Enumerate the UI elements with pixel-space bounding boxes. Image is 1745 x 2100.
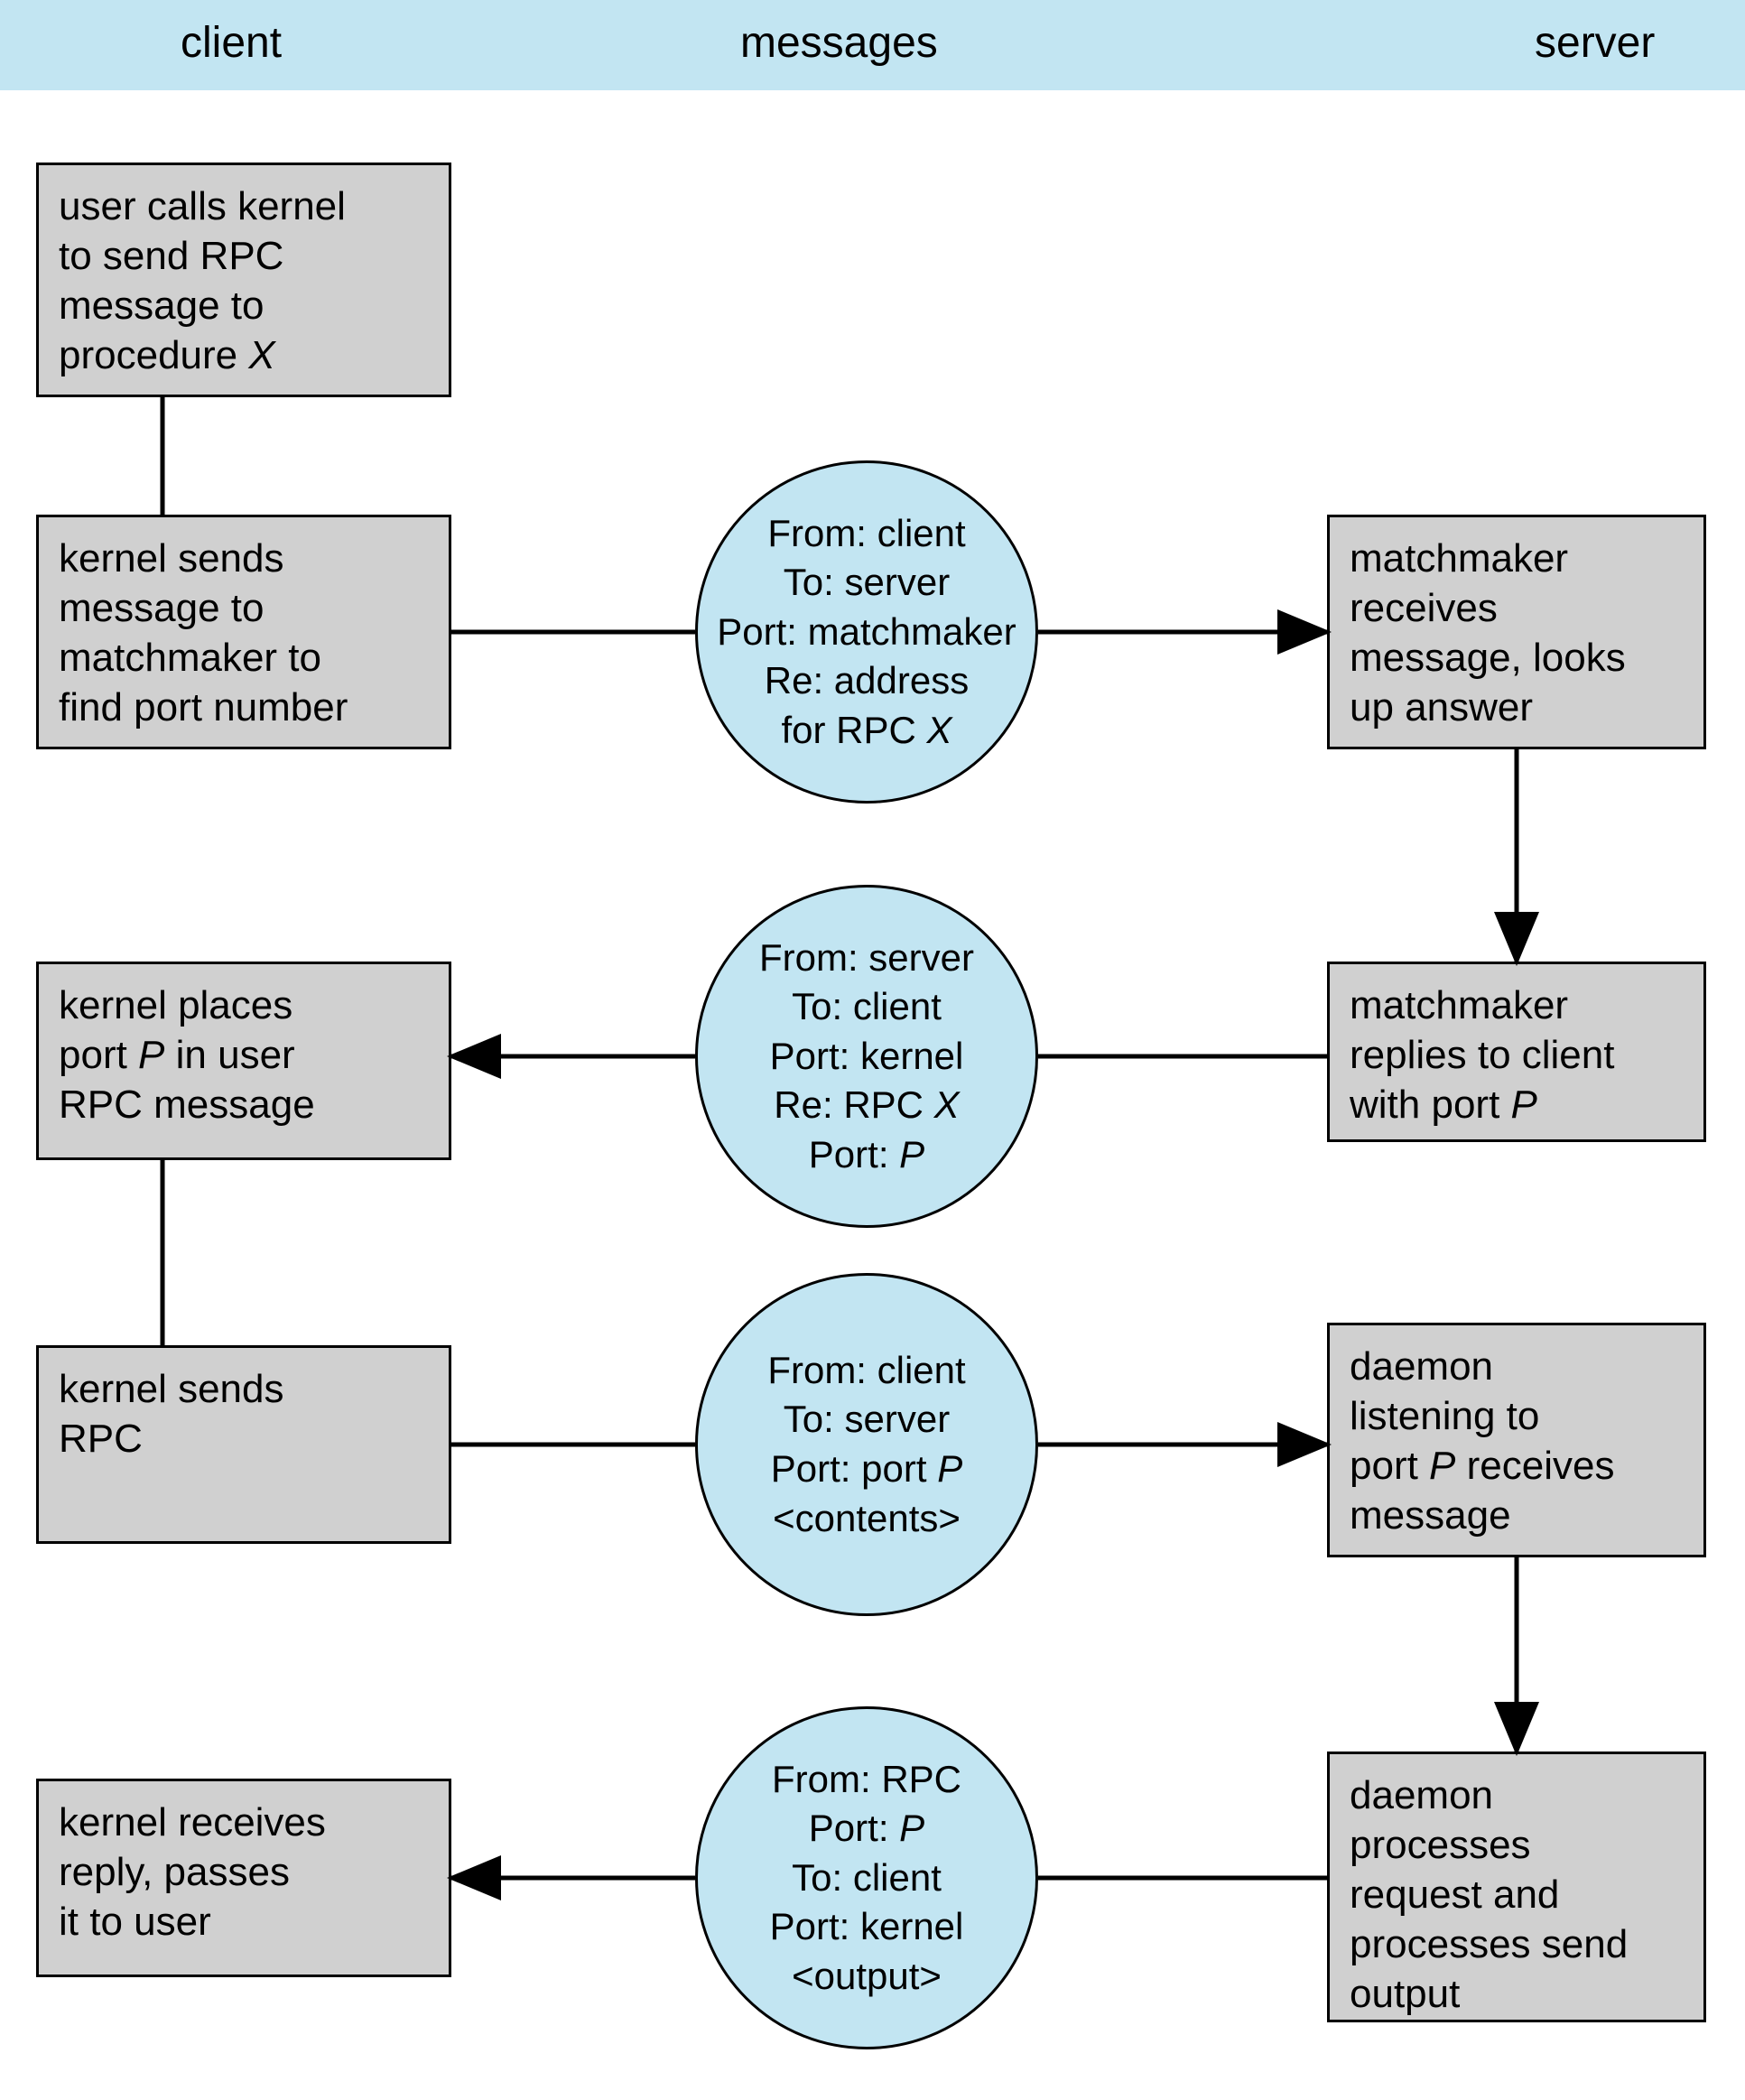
client-box-4: kernel sendsRPC [36, 1345, 451, 1544]
box-text: matchmakerreplies to clientwith port P [1350, 980, 1684, 1129]
msg-line: To: server [784, 1395, 950, 1445]
message-circle-1: From: client To: server Port: matchmaker… [695, 460, 1038, 804]
msg-line: To: client [792, 1854, 942, 1903]
header-server: server [1535, 18, 1655, 68]
msg-line: Port: kernel [770, 1032, 964, 1082]
server-box-1: matchmakerreceivesmessage, looksup answe… [1327, 515, 1706, 749]
server-box-2: matchmakerreplies to clientwith port P [1327, 962, 1706, 1142]
msg-line: <output> [792, 1952, 942, 2002]
box-text: daemonlistening toport P receivesmessage [1350, 1342, 1684, 1540]
server-box-3: daemonlistening toport P receivesmessage [1327, 1323, 1706, 1557]
box-text: kernel placesport P in userRPC message [59, 980, 429, 1129]
client-box-5: kernel receivesreply, passesit to user [36, 1779, 451, 1977]
client-box-1: user calls kernelto send RPCmessage topr… [36, 163, 451, 397]
header-client: client [181, 18, 282, 68]
client-box-2: kernel sendsmessage tomatchmaker tofind … [36, 515, 451, 749]
msg-line: To: server [784, 558, 950, 608]
msg-line: Re: address [765, 656, 969, 706]
msg-line: Port: P [809, 1130, 924, 1180]
header-messages: messages [740, 18, 938, 68]
msg-line: From: client [767, 1346, 965, 1396]
box-text: user calls kernelto send RPCmessage topr… [59, 181, 429, 380]
msg-line: Port: kernel [770, 1902, 964, 1952]
msg-line: From: client [767, 509, 965, 559]
msg-line: Port: matchmaker [717, 608, 1016, 657]
box-text: kernel sendsmessage tomatchmaker tofind … [59, 534, 429, 732]
box-text: kernel receivesreply, passesit to user [59, 1798, 429, 1947]
box-text: matchmakerreceivesmessage, looksup answe… [1350, 534, 1684, 732]
server-box-4: daemonprocessesrequest andprocesses send… [1327, 1752, 1706, 2022]
message-circle-3: From: client To: server Port: port P <co… [695, 1273, 1038, 1616]
message-circle-2: From: server To: client Port: kernel Re:… [695, 885, 1038, 1228]
message-circle-4: From: RPC Port: P To: client Port: kerne… [695, 1706, 1038, 2049]
msg-line: Port: port P [771, 1445, 962, 1494]
client-box-3: kernel placesport P in userRPC message [36, 962, 451, 1160]
box-text: daemonprocessesrequest andprocesses send… [1350, 1770, 1684, 2019]
msg-line: Re: RPC X [774, 1081, 959, 1130]
msg-line: Port: P [809, 1804, 924, 1854]
msg-line: for RPC X [781, 706, 951, 756]
msg-line: To: client [792, 982, 942, 1032]
msg-line: From: RPC [772, 1755, 961, 1805]
msg-line: <contents> [773, 1494, 961, 1544]
header-bar: client messages server [0, 0, 1745, 90]
box-text: kernel sendsRPC [59, 1364, 429, 1463]
msg-line: From: server [759, 934, 974, 983]
